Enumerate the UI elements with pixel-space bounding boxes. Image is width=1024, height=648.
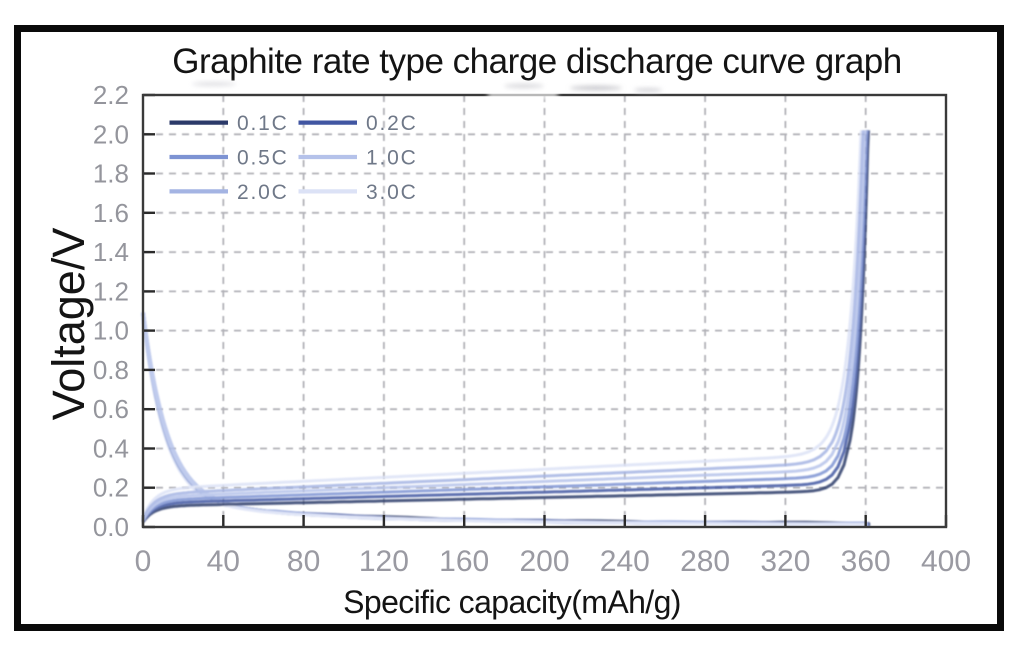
svg-text:0.2: 0.2 <box>93 473 129 503</box>
svg-text:0.0: 0.0 <box>93 512 129 542</box>
svg-text:240: 240 <box>600 545 650 578</box>
svg-text:0.1C: 0.1C <box>237 112 289 135</box>
svg-text:0.4: 0.4 <box>93 434 129 464</box>
svg-text:Graphite rate type charge disc: Graphite rate type charge discharge curv… <box>172 42 901 81</box>
svg-text:0.2C: 0.2C <box>366 112 418 135</box>
svg-text:0: 0 <box>135 545 152 578</box>
svg-text:80: 80 <box>287 545 320 578</box>
svg-text:0.8: 0.8 <box>93 355 129 385</box>
svg-text:160: 160 <box>439 545 489 578</box>
svg-text:Specific capacity(mAh/g): Specific capacity(mAh/g) <box>343 584 681 620</box>
svg-text:2.0C: 2.0C <box>237 181 289 204</box>
svg-text:1.2: 1.2 <box>93 276 129 306</box>
svg-text:360: 360 <box>841 545 891 578</box>
svg-text:1.0C: 1.0C <box>366 147 418 170</box>
svg-text:3.0C: 3.0C <box>366 181 418 204</box>
svg-text:400: 400 <box>921 545 971 578</box>
svg-text:320: 320 <box>760 545 810 578</box>
svg-text:2.0: 2.0 <box>93 119 129 149</box>
svg-text:0.5C: 0.5C <box>237 147 289 170</box>
svg-text:2.2: 2.2 <box>93 80 129 110</box>
svg-text:40: 40 <box>207 545 240 578</box>
svg-text:120: 120 <box>359 545 409 578</box>
svg-text:Voltage/V: Voltage/V <box>43 228 94 421</box>
svg-text:1.0: 1.0 <box>93 316 129 346</box>
svg-text:1.6: 1.6 <box>93 198 129 228</box>
svg-text:200: 200 <box>519 545 569 578</box>
svg-text:1.8: 1.8 <box>93 159 129 189</box>
svg-text:1.4: 1.4 <box>93 237 129 267</box>
svg-text:0.6: 0.6 <box>93 394 129 424</box>
svg-text:280: 280 <box>680 545 730 578</box>
